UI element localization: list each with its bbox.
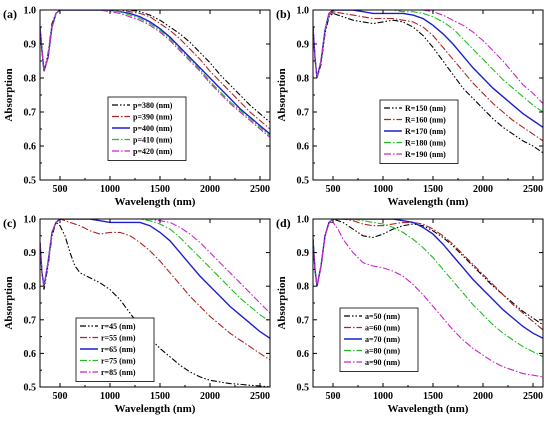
legend-label: R=160 (nm) xyxy=(405,116,446,125)
legend-label: a=80 (nm) xyxy=(365,347,400,356)
legend-label: a=50 (nm) xyxy=(365,312,400,321)
legend-label: p=420 (nm) xyxy=(133,147,173,156)
y-tick-label: 0.9 xyxy=(297,248,310,259)
x-tick-label: 2000 xyxy=(200,184,220,195)
x-tick-label: 2500 xyxy=(523,184,543,195)
legend-label: p=400 (nm) xyxy=(133,124,173,133)
series-line-5 xyxy=(313,10,543,104)
series-line-5 xyxy=(40,219,270,314)
y-tick-label: 1.0 xyxy=(24,6,37,17)
y-tick-label: 0.8 xyxy=(297,74,310,85)
x-axis-title: Wavelength (nm) xyxy=(115,196,196,208)
y-tick-label: 1.0 xyxy=(24,215,37,226)
x-tick-label: 1000 xyxy=(100,184,120,195)
panel-label: (a) xyxy=(3,7,17,21)
legend-label: r=85 (nm) xyxy=(101,368,136,377)
legend-label: R=170 (nm) xyxy=(405,127,446,136)
x-tick-label: 500 xyxy=(53,391,68,402)
x-tick-label: 2000 xyxy=(200,391,220,402)
legend-label: r=55 (nm) xyxy=(101,334,136,343)
legend-label: a=70 (nm) xyxy=(365,335,400,344)
legend: p=380 (nm) p=390 (nm) p=400 (nm) p=410 (nm)… xyxy=(107,96,187,161)
y-tick-label: 0.5 xyxy=(297,176,310,187)
y-tick-label: 1.0 xyxy=(297,215,310,226)
chart-panel-4: 500 1000 1500 2000 2500 0.5 0.6 0.7 0.8 0.9 1.0 Wav… xyxy=(276,215,544,415)
x-axis-title: Wavelength (nm) xyxy=(388,403,469,415)
legend-label: r=45 (nm) xyxy=(101,322,136,331)
series-line-3 xyxy=(40,219,270,339)
series-line-3 xyxy=(313,10,543,128)
x-tick-label: 1500 xyxy=(423,391,443,402)
series-line-4 xyxy=(40,219,270,322)
y-tick-label: 0.5 xyxy=(24,383,37,394)
y-tick-label: 0.9 xyxy=(24,248,37,259)
x-tick-label: 1500 xyxy=(150,391,170,402)
panel-label: (c) xyxy=(3,216,16,230)
y-tick-label: 0.7 xyxy=(24,108,37,119)
x-tick-label: 2500 xyxy=(250,391,270,402)
legend-label: R=190 (nm) xyxy=(405,150,446,159)
legend-label: p=410 (nm) xyxy=(133,136,173,145)
y-tick-label: 0.6 xyxy=(297,349,310,360)
series-line-1 xyxy=(40,221,270,387)
y-tick-label: 1.0 xyxy=(297,6,310,17)
y-tick-label: 0.8 xyxy=(24,282,37,293)
legend-label: r=75 (nm) xyxy=(101,357,136,366)
y-tick-label: 0.6 xyxy=(24,142,37,153)
panel-label: (d) xyxy=(276,216,291,230)
x-axis-title: Wavelength (nm) xyxy=(115,403,196,415)
chart-panel-3: 500 1000 1500 2000 2500 0.5 0.6 0.7 0.8 0.9 1.0 Wav… xyxy=(3,215,271,415)
y-axis-title: Absorption xyxy=(3,276,15,329)
y-tick-label: 0.9 xyxy=(297,40,310,51)
x-tick-label: 1000 xyxy=(100,391,120,402)
y-axis-title: Absorption xyxy=(276,276,288,329)
x-tick-label: 500 xyxy=(326,184,341,195)
y-tick-label: 0.7 xyxy=(297,315,310,326)
y-tick-label: 0.7 xyxy=(297,108,310,119)
y-tick-label: 0.8 xyxy=(297,282,310,293)
x-tick-label: 2500 xyxy=(523,391,543,402)
legend-label: a=90 (nm) xyxy=(365,358,400,367)
y-tick-label: 0.6 xyxy=(24,349,37,360)
y-tick-label: 0.5 xyxy=(24,176,37,187)
legend-label: r=65 (nm) xyxy=(101,345,136,354)
legend-label: a=60 (nm) xyxy=(365,324,400,333)
chart-panel-1: 500 1000 1500 2000 2500 0.5 0.6 0.7 0.8 0.9 1.0 Wav… xyxy=(3,6,271,208)
legend: r=45 (nm) r=55 (nm) r=65 (nm) r=75 (nm) r=85… xyxy=(75,317,155,382)
x-tick-label: 1500 xyxy=(423,184,443,195)
x-tick-label: 2000 xyxy=(473,391,493,402)
legend: R=150 (nm) R=160 (nm) R=170 (nm) R=180 (nm)… xyxy=(379,99,459,164)
legend-label: R=150 (nm) xyxy=(405,104,446,113)
y-tick-label: 0.5 xyxy=(297,383,310,394)
series-line-5 xyxy=(40,10,270,138)
x-tick-label: 500 xyxy=(326,391,341,402)
x-tick-label: 1000 xyxy=(373,184,393,195)
legend-label: R=180 (nm) xyxy=(405,139,446,148)
series-line-2 xyxy=(40,219,270,361)
legend-label: p=380 (nm) xyxy=(133,101,173,110)
series-line-4 xyxy=(313,10,543,113)
y-tick-label: 0.6 xyxy=(297,142,310,153)
series-line-5 xyxy=(313,221,543,378)
panel-label: (b) xyxy=(276,7,291,21)
x-tick-label: 2000 xyxy=(473,184,493,195)
x-axis-title: Wavelength (nm) xyxy=(388,196,469,208)
legend: a=50 (nm) a=60 (nm) a=70 (nm) a=80 (nm) a=90… xyxy=(339,307,419,372)
y-tick-label: 0.9 xyxy=(24,40,37,51)
x-tick-label: 500 xyxy=(53,184,68,195)
plot-frame xyxy=(39,218,271,388)
legend-label: p=390 (nm) xyxy=(133,113,173,122)
x-tick-label: 2500 xyxy=(250,184,270,195)
y-tick-label: 0.7 xyxy=(24,315,37,326)
chart-panel-2: 500 1000 1500 2000 2500 0.5 0.6 0.7 0.8 0.9 1.0 Wav… xyxy=(276,6,544,208)
y-tick-label: 0.8 xyxy=(24,74,37,85)
x-tick-label: 1500 xyxy=(150,184,170,195)
y-axis-title: Absorption xyxy=(3,68,15,121)
series-line-1 xyxy=(313,12,543,154)
x-tick-label: 1000 xyxy=(373,391,393,402)
y-axis-title: Absorption xyxy=(276,68,288,121)
